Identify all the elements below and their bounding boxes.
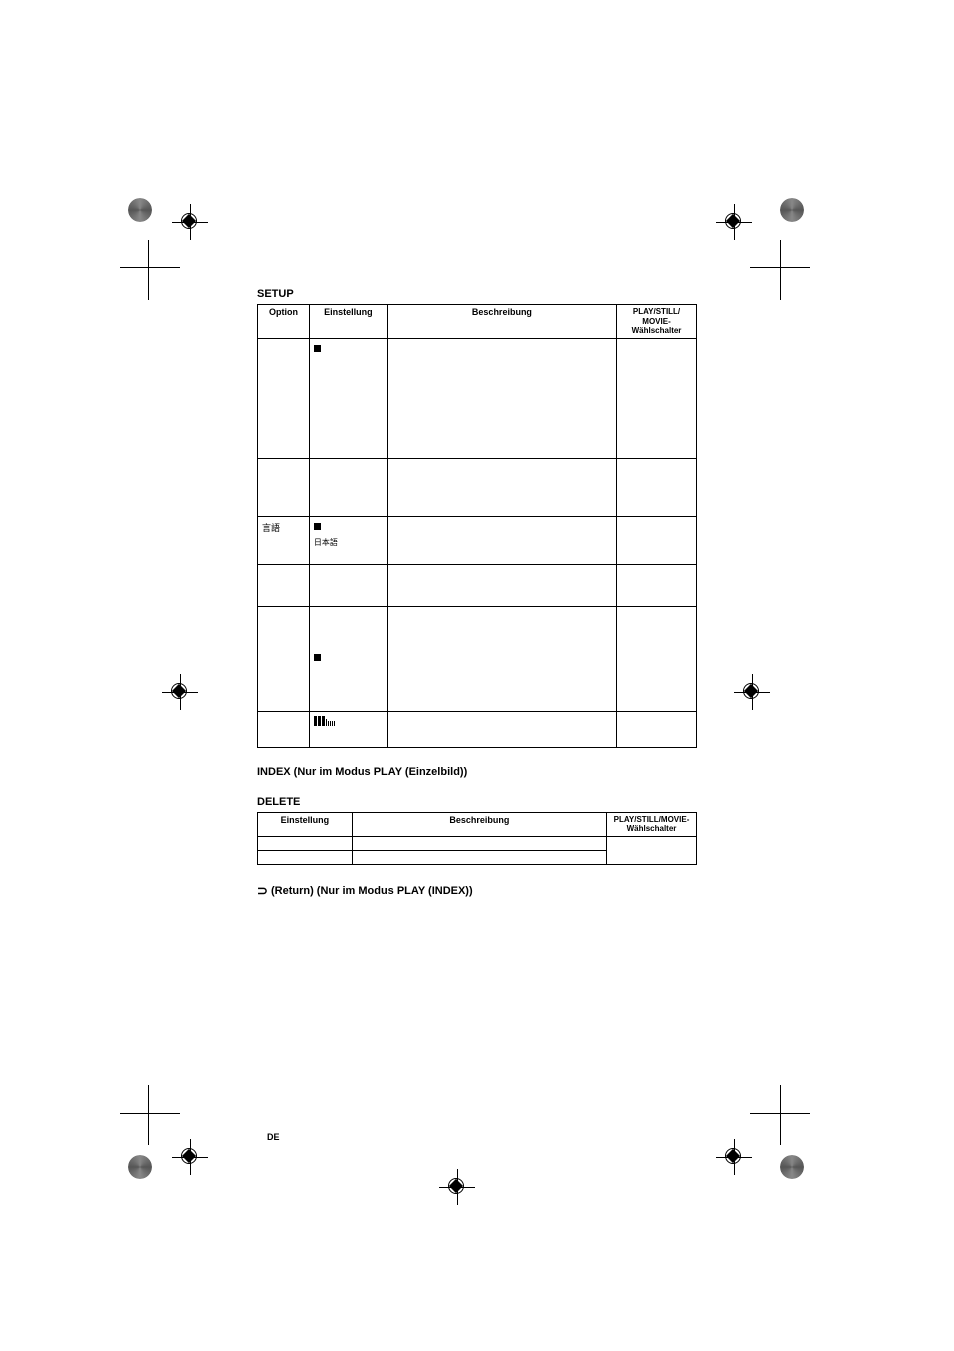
page-content: SETUP Option Einstellung Beschreibung PL… — [257, 288, 697, 899]
table-row — [258, 606, 697, 711]
delete-table: Einstellung Beschreibung PLAY/STILL/MOVI… — [257, 812, 697, 865]
square-icon — [314, 654, 321, 661]
th-einstellung: Einstellung — [258, 812, 353, 836]
table-row — [258, 338, 697, 458]
crop-line — [148, 240, 149, 300]
reg-mark-bl — [128, 1155, 152, 1179]
th-beschreibung: Beschreibung — [352, 812, 606, 836]
crop-line — [148, 1085, 149, 1145]
delete-heading: DELETE — [257, 796, 697, 808]
th-einstellung: Einstellung — [309, 305, 387, 339]
return-heading: ⊃ (Return) (Nur im Modus PLAY (INDEX)) — [257, 883, 697, 899]
th-option: Option — [258, 305, 310, 339]
table-row: 言語 日本語 — [258, 516, 697, 564]
reg-mark-br — [780, 1155, 804, 1179]
square-icon — [314, 345, 321, 352]
crop-line — [780, 240, 781, 300]
crop-line — [120, 267, 180, 268]
crop-line — [780, 1085, 781, 1145]
th-mode: PLAY/STILL/ MOVIE- Wählschalter — [617, 305, 697, 339]
jp-option: 日本語 — [314, 537, 338, 548]
table-row — [258, 836, 697, 850]
jp-label: 言語 — [262, 523, 280, 533]
setup-heading: SETUP — [257, 288, 697, 300]
return-icon: ⊃ — [257, 883, 268, 899]
index-section: INDEX (Nur im Modus PLAY (Einzelbild)) — [257, 766, 697, 778]
th-beschreibung: Beschreibung — [387, 305, 616, 339]
return-label: (Return) (Nur im Modus PLAY (INDEX)) — [271, 885, 473, 897]
th-mode: PLAY/STILL/MOVIE- Wählschalter — [607, 812, 697, 836]
table-row — [258, 564, 697, 606]
delete-section: DELETE Einstellung Beschreibung PLAY/STI… — [257, 796, 697, 865]
bars-icon — [314, 716, 335, 726]
table-row — [258, 458, 697, 516]
page-footer: DE — [267, 1132, 280, 1142]
index-heading: INDEX (Nur im Modus PLAY (Einzelbild)) — [257, 766, 697, 778]
crop-line — [120, 1113, 180, 1114]
setup-table: Option Einstellung Beschreibung PLAY/STI… — [257, 304, 697, 748]
square-icon — [314, 523, 321, 530]
table-row — [258, 711, 697, 747]
reg-mark-tl — [128, 198, 152, 222]
reg-mark-tr — [780, 198, 804, 222]
